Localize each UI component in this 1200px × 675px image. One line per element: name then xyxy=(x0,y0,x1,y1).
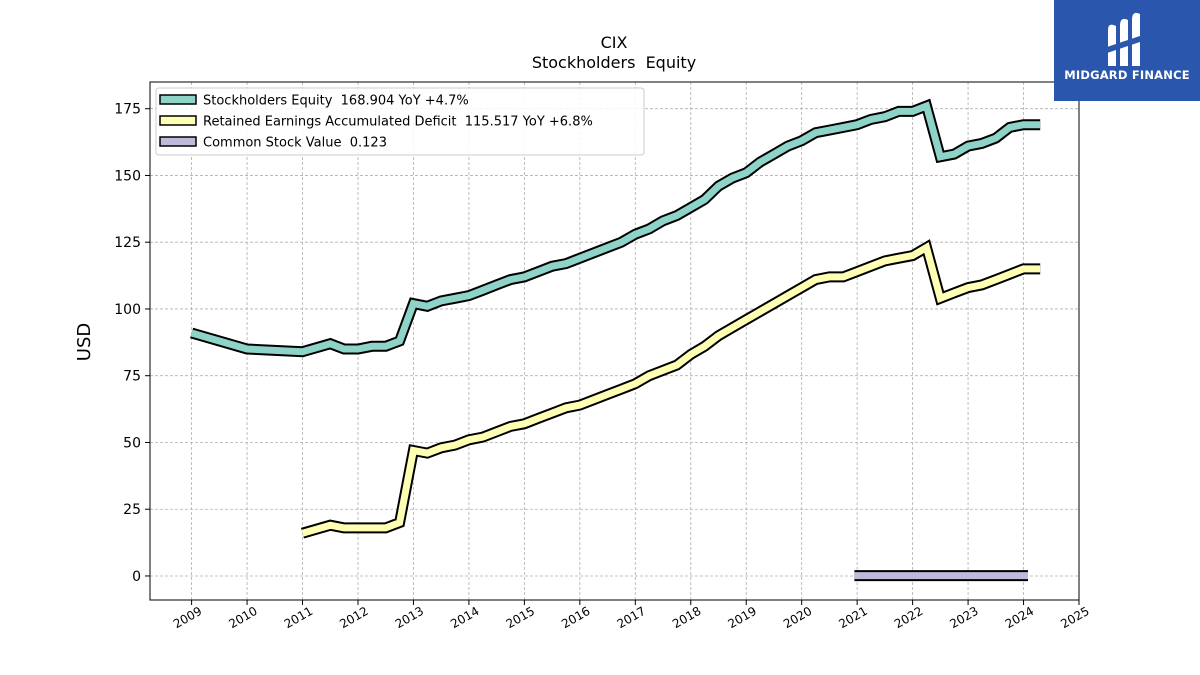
series-layer xyxy=(190,98,1041,582)
legend-swatch xyxy=(159,136,197,147)
y-tick-label: 25 xyxy=(123,502,141,518)
x-tick-label: 2016 xyxy=(559,604,592,631)
x-tick-label: 2021 xyxy=(836,604,869,631)
x-tick-label: 2015 xyxy=(504,604,537,631)
legend-swatch xyxy=(159,94,197,105)
x-tick-label: 2012 xyxy=(337,604,370,631)
series-line-stockholders-equity xyxy=(190,101,1041,356)
y-axis: 0 25 50 75 100 125 150 175 xyxy=(114,102,150,585)
x-tick-label: 2017 xyxy=(615,604,648,631)
midgard-finance-logo: MIDGARD FINANCE xyxy=(1054,0,1200,101)
y-tick-label: 75 xyxy=(123,369,141,385)
x-tick-label: 2009 xyxy=(171,604,204,631)
x-tick-label: 2022 xyxy=(892,604,925,631)
series-line-retained-earnings-accumulated-deficit xyxy=(301,242,1041,537)
plot-frame xyxy=(149,81,1080,601)
x-tick-label: 2011 xyxy=(282,604,315,631)
chart-subtitle: Stockholders Equity xyxy=(532,53,696,72)
x-tick-label: 2023 xyxy=(947,604,980,631)
x-axis: 2009 2010 2011 2012 2013 2014 2015 2016 2017 2018… xyxy=(171,600,1092,631)
x-tick-label: 2014 xyxy=(448,604,481,631)
logo-mark-icon xyxy=(1104,12,1146,67)
x-tick-label: 2018 xyxy=(670,604,703,631)
x-tick-label: 2020 xyxy=(781,604,814,631)
legend-label: Stockholders Equity 168.904 YoY +4.7% xyxy=(203,94,469,109)
x-tick-label: 2025 xyxy=(1058,604,1091,631)
x-tick-label: 2019 xyxy=(725,604,758,631)
legend-label: Common Stock Value 0.123 xyxy=(203,136,387,151)
series-outline-retained-earnings-accumulated-deficit xyxy=(300,239,1041,539)
legend: Stockholders Equity 168.904 YoY +4.7% Ret… xyxy=(155,87,645,156)
x-tick-label: 2024 xyxy=(1003,604,1036,631)
y-tick-label: 0 xyxy=(132,569,141,585)
legend-label: Retained Earnings Accumulated Deficit 11… xyxy=(203,115,593,130)
x-tick-label: 2010 xyxy=(226,604,259,631)
y-tick-label: 125 xyxy=(114,235,141,251)
chart-title: CIX xyxy=(601,33,628,52)
y-axis-label: USD xyxy=(74,323,95,361)
legend-box xyxy=(155,87,645,156)
logo-text: MIDGARD FINANCE xyxy=(1064,68,1190,82)
legend-swatch xyxy=(159,115,197,126)
y-tick-label: 175 xyxy=(114,102,141,118)
y-tick-label: 150 xyxy=(114,168,141,184)
x-tick-label: 2013 xyxy=(393,604,426,631)
y-tick-label: 50 xyxy=(123,435,141,451)
y-tick-label: 100 xyxy=(114,302,141,318)
